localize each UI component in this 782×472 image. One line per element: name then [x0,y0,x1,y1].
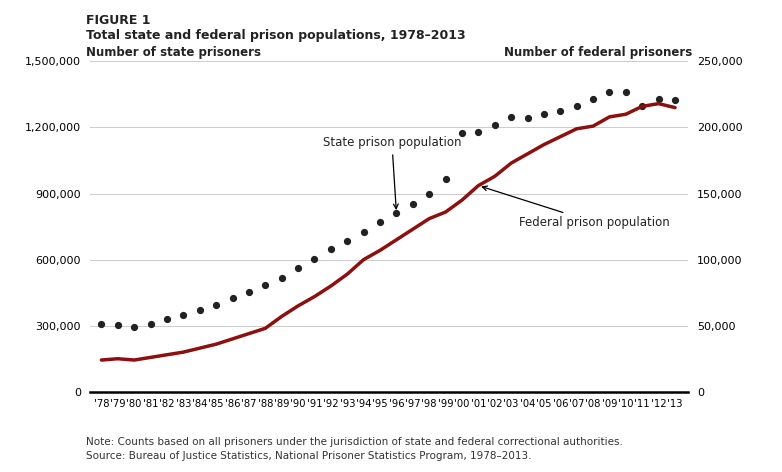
Text: Source: Bureau of Justice Statistics, National Prisoner Statistics Program, 1978: Source: Bureau of Justice Statistics, Na… [86,451,532,461]
Text: Number of state prisoners: Number of state prisoners [86,46,261,59]
Text: Number of federal prisoners: Number of federal prisoners [504,46,692,59]
Text: State prison population: State prison population [323,136,461,209]
Text: Note: Counts based on all prisoners under the jurisdiction of state and federal : Note: Counts based on all prisoners unde… [86,437,623,447]
Text: Federal prison population: Federal prison population [482,186,670,229]
Text: Total state and federal prison populations, 1978–2013: Total state and federal prison populatio… [86,29,465,42]
Text: FIGURE 1: FIGURE 1 [86,14,150,27]
